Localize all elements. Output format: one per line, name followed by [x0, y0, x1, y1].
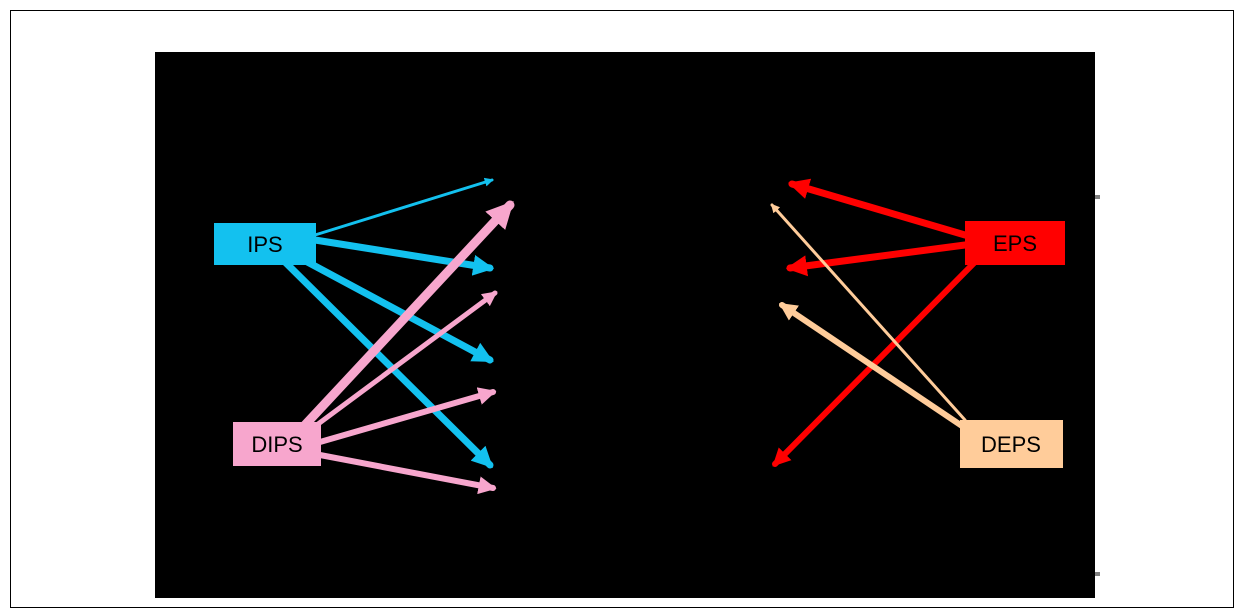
target-fuel-economy-label: fuel economy — [565, 258, 696, 283]
arrow-eps-comfort — [772, 259, 978, 467]
arrow-dips-fuel-economy — [307, 290, 498, 433]
target-comfort: comfort ◇ idle stability — [576, 467, 671, 514]
source-ips: IPS — [214, 223, 316, 265]
arrow-dips-comfort — [317, 452, 497, 495]
bullet: ◇ — [576, 499, 586, 514]
arrow-deps-fuel-economy — [779, 302, 968, 431]
target-torque-power-label: torque / power — [563, 369, 704, 394]
arrow-dips-emissions — [300, 200, 515, 430]
arrow-ips-comfort — [281, 258, 494, 469]
lift-curve-eps — [930, 89, 1100, 199]
source-deps-label: DEPS — [981, 432, 1041, 457]
arrows-eps — [772, 178, 978, 467]
arrow-ips-emissions — [313, 177, 494, 237]
arrow-eps-emissions — [787, 178, 969, 239]
lift-curve-dips — [180, 485, 365, 576]
arrows-deps — [770, 203, 968, 431]
source-ips-box — [214, 223, 316, 265]
source-eps: EPS — [965, 221, 1065, 265]
bullet: ◇ — [560, 180, 570, 195]
source-deps: DEPS — [960, 420, 1063, 468]
arrow-eps-fuel-economy — [785, 241, 969, 277]
target-emissions-sub-0: internal EGR — [582, 154, 662, 170]
target-emissions-label: emissions — [575, 124, 673, 149]
bullet: ◇ — [560, 155, 570, 170]
source-eps-label: EPS — [993, 231, 1037, 256]
diagram-panel — [155, 52, 1095, 598]
source-dips-box — [233, 422, 321, 466]
arrow-dips-torque — [317, 387, 497, 445]
source-ips-label: IPS — [247, 232, 282, 257]
arrows-dips — [300, 200, 515, 495]
source-eps-box — [965, 221, 1065, 265]
lift-curve-ips — [175, 87, 350, 199]
source-dips-label: DIPS — [251, 432, 302, 457]
arrow-deps-emissions — [770, 203, 967, 422]
target-comfort-sub-0: idle stability — [598, 498, 671, 514]
lift-curve-deps — [925, 485, 1100, 576]
target-emissions: emissions ◇ internal EGR ◇ catalyst heat… — [560, 124, 679, 195]
source-deps-box — [960, 420, 1063, 468]
arrow-ips-torque — [296, 254, 494, 364]
target-emissions-sub-1: catalyst heating — [582, 179, 679, 195]
target-comfort-label: comfort — [597, 467, 670, 492]
source-dips: DIPS — [233, 422, 321, 466]
